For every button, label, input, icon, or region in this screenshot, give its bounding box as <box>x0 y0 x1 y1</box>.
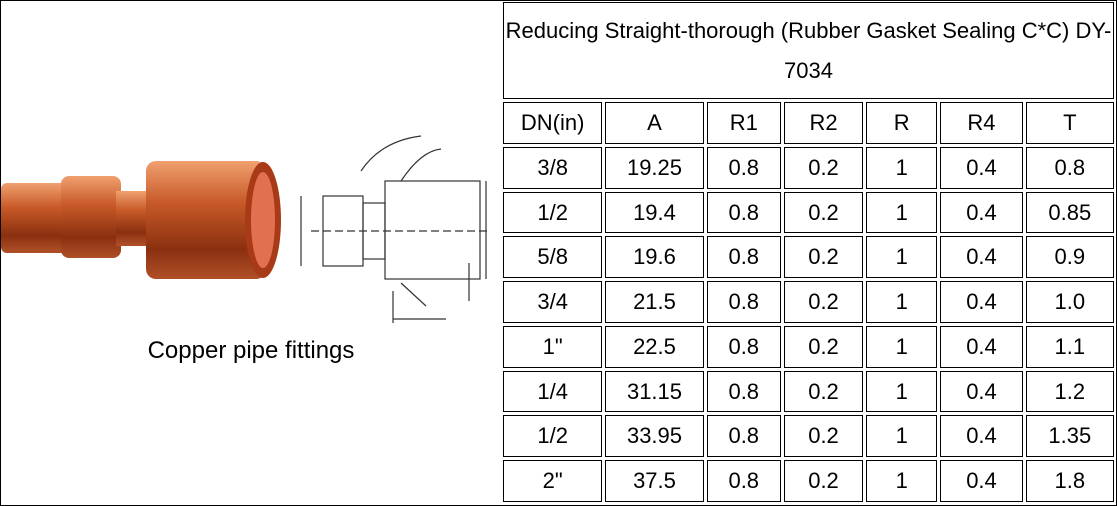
data-cell: 21.5 <box>605 281 703 323</box>
spec-body: Reducing Straight-thorough (Rubber Gaske… <box>503 2 1114 502</box>
data-cell: 0.8 <box>707 460 781 502</box>
data-cell: 0.2 <box>784 326 863 368</box>
data-cell: 0.2 <box>784 192 863 234</box>
data-cell: 0.2 <box>784 281 863 323</box>
data-cell: 1 <box>866 460 937 502</box>
data-cell: 2" <box>503 460 602 502</box>
header-cell: DN(in) <box>503 102 602 144</box>
data-cell: 0.4 <box>940 236 1022 278</box>
data-cell: 1/2 <box>503 192 602 234</box>
data-cell: 1 <box>866 415 937 457</box>
data-cell: 1/2 <box>503 415 602 457</box>
data-cell: 0.2 <box>784 236 863 278</box>
data-cell: 0.4 <box>940 460 1022 502</box>
data-cell: 0.4 <box>940 371 1022 413</box>
data-cell: 1 <box>866 147 937 189</box>
data-cell: 0.2 <box>784 371 863 413</box>
fitting-photo <box>1 161 281 279</box>
data-cell: 5/8 <box>503 236 602 278</box>
data-cell: 22.5 <box>605 326 703 368</box>
spec-table: Reducing Straight-thorough (Rubber Gaske… <box>500 0 1117 505</box>
product-panel: Copper pipe fittings <box>1 1 501 505</box>
data-cell: 1 <box>866 326 937 368</box>
data-cell: 1" <box>503 326 602 368</box>
data-cell: 1.2 <box>1026 371 1114 413</box>
product-image <box>1 1 501 341</box>
page: Copper pipe fittings Reducing Straight-t… <box>0 0 1117 506</box>
data-cell: 31.15 <box>605 371 703 413</box>
data-cell: 37.5 <box>605 460 703 502</box>
title-row: Reducing Straight-thorough (Rubber Gaske… <box>503 2 1114 99</box>
header-cell: T <box>1026 102 1114 144</box>
data-cell: 3/4 <box>503 281 602 323</box>
data-cell: 0.8 <box>707 415 781 457</box>
data-cell: 0.8 <box>707 236 781 278</box>
data-cell: 0.2 <box>784 415 863 457</box>
header-cell: A <box>605 102 703 144</box>
data-cell: 1/4 <box>503 371 602 413</box>
data-cell: 0.4 <box>940 415 1022 457</box>
data-cell: 19.25 <box>605 147 703 189</box>
data-cell: 0.4 <box>940 192 1022 234</box>
data-cell: 1.35 <box>1026 415 1114 457</box>
data-cell: 0.4 <box>940 147 1022 189</box>
data-cell: 0.8 <box>707 281 781 323</box>
data-cell: 0.85 <box>1026 192 1114 234</box>
header-cell: R4 <box>940 102 1022 144</box>
data-cell: 0.8 <box>707 147 781 189</box>
data-cell: 0.4 <box>940 281 1022 323</box>
data-cell: 0.2 <box>784 460 863 502</box>
table-title: Reducing Straight-thorough (Rubber Gaske… <box>503 2 1114 99</box>
data-cell: 0.4 <box>940 326 1022 368</box>
data-cell: 0.8 <box>707 371 781 413</box>
header-cell: R <box>866 102 937 144</box>
data-cell: 0.8 <box>707 192 781 234</box>
data-cell: 0.8 <box>1026 147 1114 189</box>
data-cell: 1 <box>866 236 937 278</box>
data-cell: 19.6 <box>605 236 703 278</box>
data-cell: 0.8 <box>707 326 781 368</box>
header-cell: R1 <box>707 102 781 144</box>
header-cell: R2 <box>784 102 863 144</box>
data-cell: 1.0 <box>1026 281 1114 323</box>
data-cell: 1 <box>866 192 937 234</box>
data-cell: 0.2 <box>784 147 863 189</box>
data-cell: 1 <box>866 281 937 323</box>
data-cell: 3/8 <box>503 147 602 189</box>
technical-drawing <box>301 136 491 323</box>
data-cell: 1.1 <box>1026 326 1114 368</box>
data-cell: 1.8 <box>1026 460 1114 502</box>
caption: Copper pipe fittings <box>1 337 501 365</box>
data-cell: 0.9 <box>1026 236 1114 278</box>
data-cell: 1 <box>866 371 937 413</box>
data-cell: 33.95 <box>605 415 703 457</box>
data-cell: 19.4 <box>605 192 703 234</box>
